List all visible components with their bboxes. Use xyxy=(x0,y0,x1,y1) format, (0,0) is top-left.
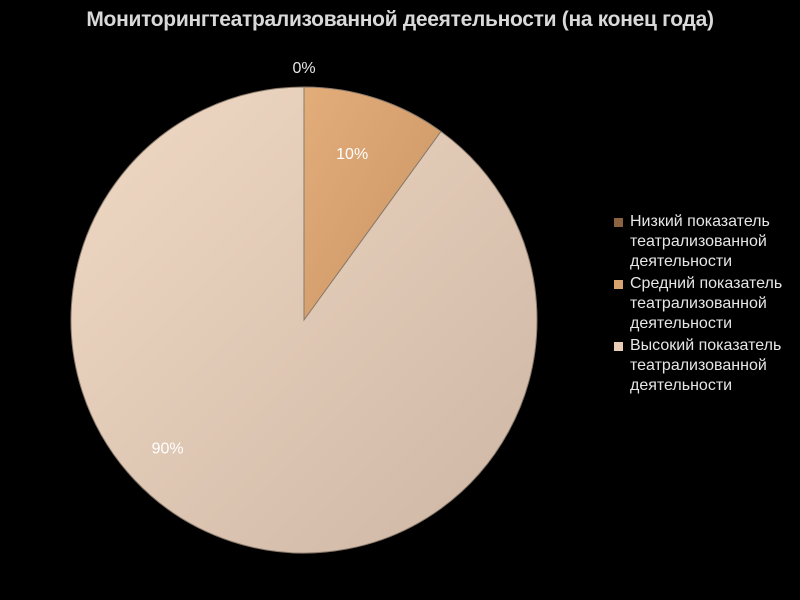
legend-label-low: Низкий показатель театрализованной деяте… xyxy=(630,213,770,270)
legend-item-medium: Средний показатель театрализованной деят… xyxy=(614,274,800,334)
legend-swatch-high xyxy=(614,342,623,351)
legend: Низкий показатель театрализованной деяте… xyxy=(614,212,800,398)
legend-label-high: Высокий показатель театрализованной деят… xyxy=(630,337,782,394)
legend-label-medium: Средний показатель театрализованной деят… xyxy=(630,275,783,332)
pie-slice-high xyxy=(70,86,538,554)
pie-slice-medium xyxy=(303,86,442,322)
legend-item-high: Высокий показатель театрализованной деят… xyxy=(614,336,800,396)
legend-swatch-low xyxy=(614,218,623,227)
legend-item-low: Низкий показатель театрализованной деяте… xyxy=(614,212,800,272)
data-label-medium: 10% xyxy=(336,146,368,163)
data-label-high: 90% xyxy=(152,441,184,458)
legend-swatch-medium xyxy=(614,280,623,289)
data-label-low: 0% xyxy=(292,60,315,77)
chart-title: Мониторингтеатрализованной деeятельности… xyxy=(86,8,714,31)
